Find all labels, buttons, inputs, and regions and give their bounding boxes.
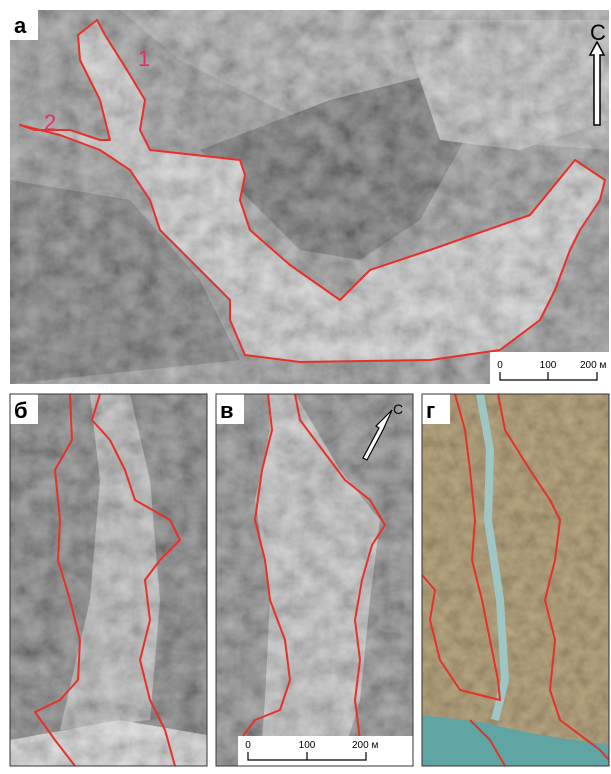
annotation: 1: [138, 46, 150, 71]
panel-label: в: [220, 398, 234, 423]
scale-label: 0: [245, 740, 251, 751]
annotation: 2: [44, 110, 56, 135]
scale-label: 0: [497, 360, 503, 371]
figure: а 1 2 С 0 100 200 м б в С 0 100 2 0: [0, 0, 611, 769]
panel-label: б: [14, 398, 28, 423]
north-label: С: [590, 20, 606, 45]
panel-b: б: [10, 394, 207, 766]
north-label: С: [393, 401, 403, 417]
scale-label: 100: [540, 360, 557, 371]
scale-label: 100: [299, 740, 316, 751]
panel-a: а 1 2 С 0 100 200 м: [10, 10, 609, 384]
panel-label: а: [14, 13, 27, 38]
panel-c: в С 0 100 200 м: [216, 394, 413, 766]
scale-label: 200 м: [352, 740, 378, 751]
panel-label: г: [426, 398, 435, 423]
scale-label: 200 м: [580, 360, 606, 371]
panel-d: г: [422, 394, 609, 766]
